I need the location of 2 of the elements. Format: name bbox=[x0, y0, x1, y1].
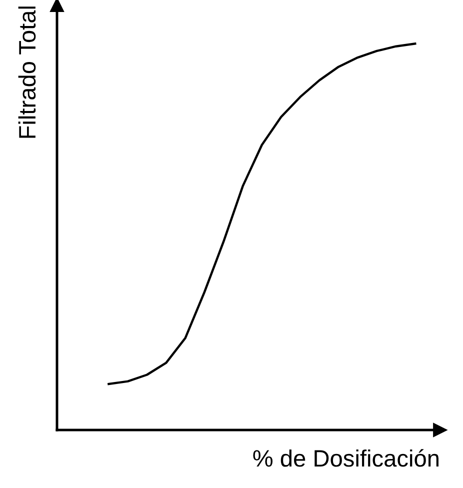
y-axis-title: Filtrado Total bbox=[18, 6, 36, 138]
x-axis-title: % de Dosificación bbox=[253, 449, 438, 467]
